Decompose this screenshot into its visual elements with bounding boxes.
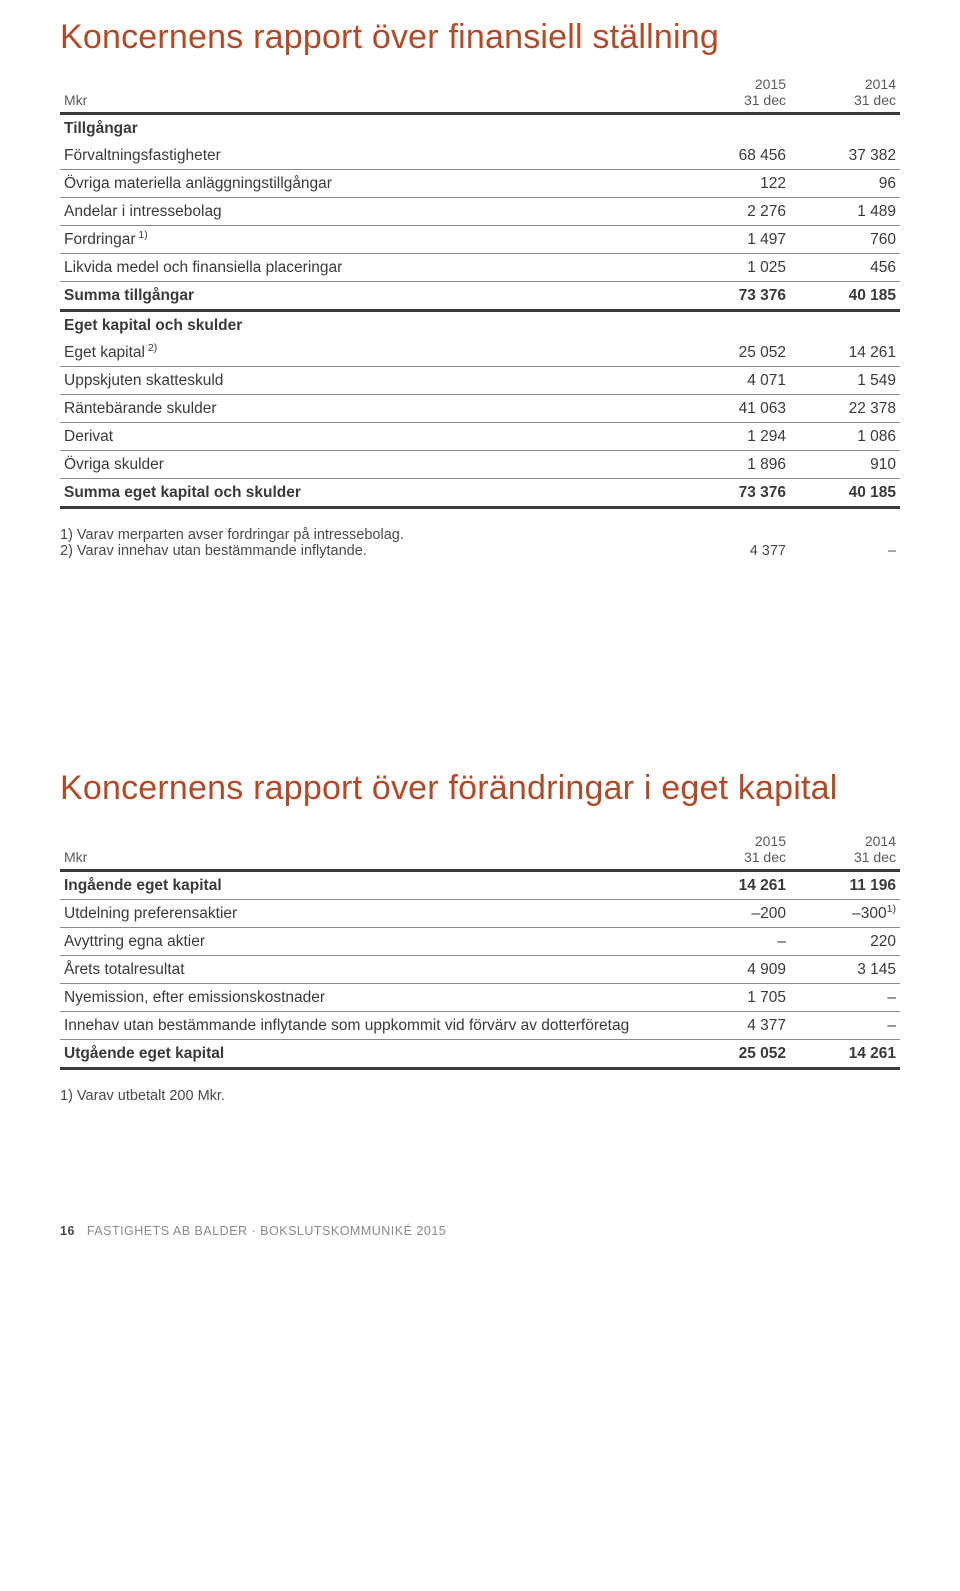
row-value-2015: 68 456	[680, 142, 790, 170]
row-value-2015: 14 261	[680, 871, 790, 900]
table-row: Uppskjuten skatteskuld4 0711 549	[60, 367, 900, 395]
table-row: Avyttring egna aktier–220	[60, 928, 900, 956]
footnote-ref: 1)	[136, 229, 148, 241]
section-assets-head: Tillgångar	[60, 114, 900, 143]
row-value-2015: 2 276	[680, 198, 790, 226]
note2-text: 2) Varav innehav utan bestämmande inflyt…	[60, 543, 367, 559]
row-label: Nyemission, efter emissionskostnader	[60, 984, 680, 1012]
total-assets-row: Summa tillgångar 73 376 40 185	[60, 282, 900, 311]
row-value-2014: 11 196	[790, 871, 900, 900]
row-value-2015: 1 705	[680, 984, 790, 1012]
col-head-2015: 2015 31 dec	[680, 71, 790, 114]
row-value-2015: 4 909	[680, 956, 790, 984]
row-label: Fordringar 1)	[60, 226, 680, 254]
row-value-2014: 910	[790, 451, 900, 479]
table-row: Övriga skulder1 896910	[60, 451, 900, 479]
page-container: Koncernens rapport över finansiell ställ…	[0, 0, 960, 1268]
col-head2-2014: 2014 31 dec	[790, 828, 900, 871]
report1-table: Mkr 2015 31 dec 2014 31 dec Tillgångar F…	[60, 71, 900, 509]
total-outgoing-row: Utgående eget kapital 25 052 14 261	[60, 1040, 900, 1069]
row-value-2015: 1 294	[680, 423, 790, 451]
report2-header-row: Mkr 2015 31 dec 2014 31 dec	[60, 828, 900, 871]
row-value-2015: 41 063	[680, 395, 790, 423]
row-value-2015: 122	[680, 170, 790, 198]
table-row: Utdelning preferensaktier–200–3001)	[60, 900, 900, 928]
row-value-2015: 1 025	[680, 254, 790, 282]
section-equity-head: Eget kapital och skulder	[60, 311, 900, 340]
row-value-2014: –	[790, 984, 900, 1012]
report1-notes: 1) Varav merparten avser fordringar på i…	[60, 527, 900, 559]
row-value-2015: 25 052	[680, 339, 790, 367]
row-value-2015: 4 071	[680, 367, 790, 395]
report2-table: Mkr 2015 31 dec 2014 31 dec Ingående ege…	[60, 828, 900, 1070]
report1-header-row: Mkr 2015 31 dec 2014 31 dec	[60, 71, 900, 114]
r2-note1: 1) Varav utbetalt 200 Mkr.	[60, 1088, 900, 1104]
total-equity-row: Summa eget kapital och skulder 73 376 40…	[60, 479, 900, 508]
row-value-2014: 456	[790, 254, 900, 282]
spacer	[60, 559, 900, 769]
row-value-2015: –200	[680, 900, 790, 928]
footer-text: FASTIGHETS AB BALDER · BOKSLUTSKOMMUNIKÉ…	[87, 1224, 446, 1238]
row-label: Övriga skulder	[60, 451, 680, 479]
report1-title: Koncernens rapport över finansiell ställ…	[60, 18, 900, 57]
row-value-2014: 1 549	[790, 367, 900, 395]
row-label: Eget kapital 2)	[60, 339, 680, 367]
row-value-2014: 37 382	[790, 142, 900, 170]
page-footer: 16 FASTIGHETS AB BALDER · BOKSLUTSKOMMUN…	[60, 1224, 900, 1238]
unit-label: Mkr	[60, 71, 680, 114]
row-label: Förvaltningsfastigheter	[60, 142, 680, 170]
row-value-2014: 14 261	[790, 339, 900, 367]
report2-title: Koncernens rapport över förändringar i e…	[60, 769, 900, 808]
row-value-2015: 1 497	[680, 226, 790, 254]
table-row: Ingående eget kapital14 26111 196	[60, 871, 900, 900]
row-value-2015: 4 377	[680, 1012, 790, 1040]
table-row: Övriga materiella anläggningstillgångar1…	[60, 170, 900, 198]
row-value-2014: 22 378	[790, 395, 900, 423]
row-label: Uppskjuten skatteskuld	[60, 367, 680, 395]
note1: 1) Varav merparten avser fordringar på i…	[60, 527, 900, 543]
table-row: Nyemission, efter emissionskostnader1 70…	[60, 984, 900, 1012]
row-value-2015: –	[680, 928, 790, 956]
table-row: Eget kapital 2)25 05214 261	[60, 339, 900, 367]
page-number: 16	[60, 1224, 75, 1238]
note2-v1: 4 377	[680, 543, 790, 559]
row-value-2014: –3001)	[790, 900, 900, 928]
table-row: Fordringar 1)1 497760	[60, 226, 900, 254]
row-label: Innehav utan bestämmande inflytande som …	[60, 1012, 680, 1040]
row-value-2014: 220	[790, 928, 900, 956]
report2-notes: 1) Varav utbetalt 200 Mkr.	[60, 1088, 900, 1104]
row-label: Likvida medel och finansiella placeringa…	[60, 254, 680, 282]
table-row: Innehav utan bestämmande inflytande som …	[60, 1012, 900, 1040]
table-row: Årets totalresultat4 9093 145	[60, 956, 900, 984]
row-label: Ingående eget kapital	[60, 871, 680, 900]
table-row: Likvida medel och finansiella placeringa…	[60, 254, 900, 282]
row-label: Avyttring egna aktier	[60, 928, 680, 956]
row-label: Utdelning preferensaktier	[60, 900, 680, 928]
table-row: Andelar i intressebolag2 2761 489	[60, 198, 900, 226]
table-row: Derivat1 2941 086	[60, 423, 900, 451]
footnote-ref: 2)	[145, 342, 157, 354]
row-value-2014: 96	[790, 170, 900, 198]
row-label: Årets totalresultat	[60, 956, 680, 984]
row-value-2014: –	[790, 1012, 900, 1040]
row-label: Räntebärande skulder	[60, 395, 680, 423]
row-value-2015: 1 896	[680, 451, 790, 479]
row-value-2014: 1 086	[790, 423, 900, 451]
unit-label-2: Mkr	[60, 828, 680, 871]
row-label: Derivat	[60, 423, 680, 451]
col-head2-2015: 2015 31 dec	[680, 828, 790, 871]
table-row: Räntebärande skulder41 06322 378	[60, 395, 900, 423]
row-value-2014: 3 145	[790, 956, 900, 984]
note2-row: 2) Varav innehav utan bestämmande inflyt…	[60, 543, 900, 559]
note2-v2: –	[790, 543, 900, 559]
row-value-2014: 760	[790, 226, 900, 254]
row-label: Andelar i intressebolag	[60, 198, 680, 226]
row-label: Övriga materiella anläggningstillgångar	[60, 170, 680, 198]
row-value-2014: 1 489	[790, 198, 900, 226]
footnote-ref: 1)	[887, 903, 896, 915]
col-head-2014: 2014 31 dec	[790, 71, 900, 114]
table-row: Förvaltningsfastigheter68 45637 382	[60, 142, 900, 170]
